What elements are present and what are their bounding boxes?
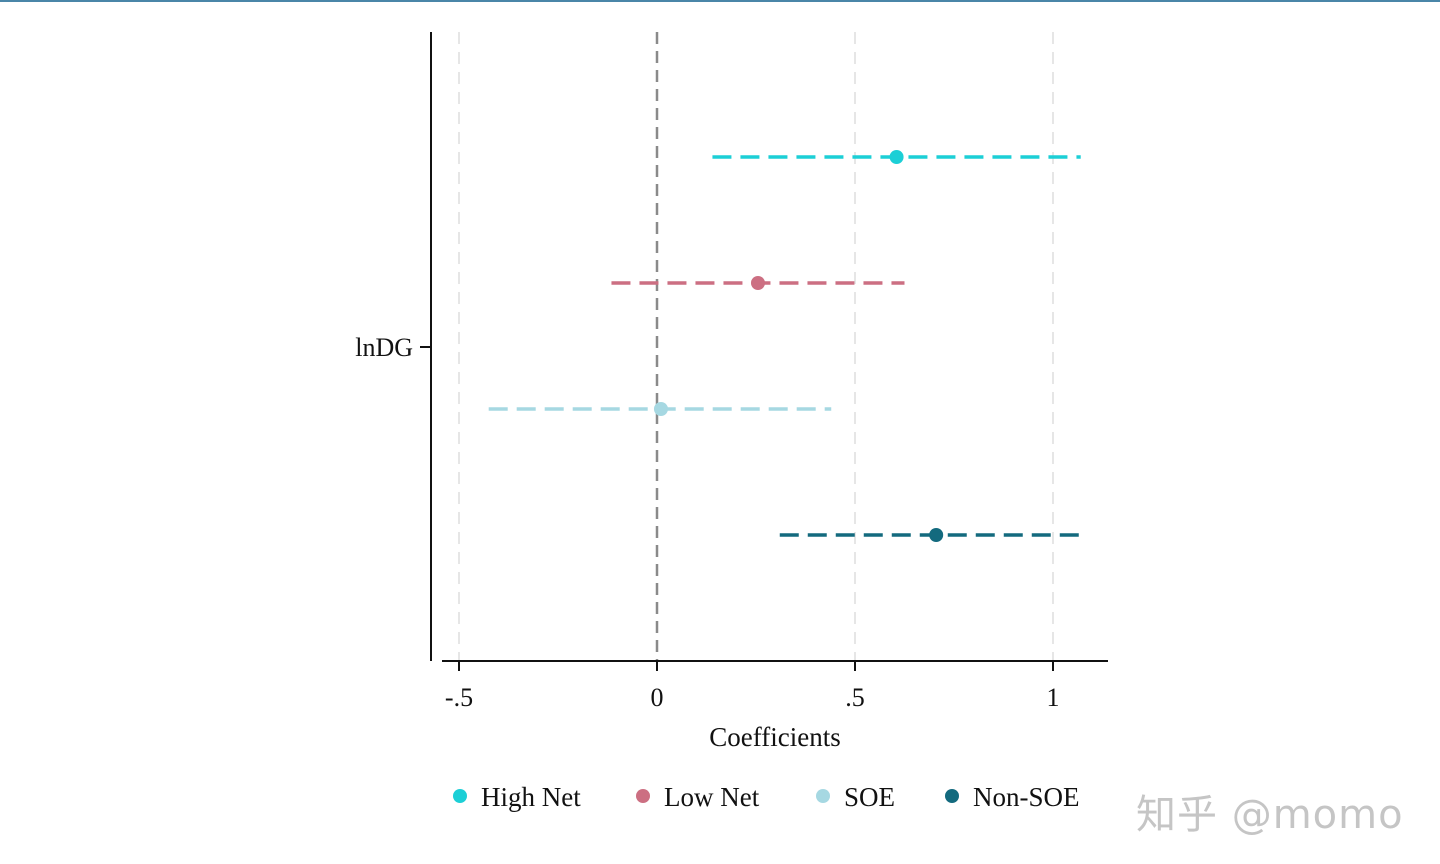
x-tick-label-0: -.5 xyxy=(445,683,473,712)
top-border-line xyxy=(0,0,1440,2)
legend-label-soe: SOE xyxy=(844,782,895,812)
point-estimate-soe xyxy=(653,402,668,416)
grid-layer xyxy=(458,32,1054,661)
x-tick-label-2: .5 xyxy=(845,683,865,712)
point-estimate-non-soe xyxy=(929,528,944,542)
point-estimate-low-net xyxy=(750,276,765,290)
x-tick-label-1: 0 xyxy=(651,683,664,712)
axes-layer: lnDG Coefficients xyxy=(355,32,1108,752)
x-tick-label-3: 1 xyxy=(1047,683,1060,712)
point-estimate-high-net xyxy=(889,150,904,164)
legend-marker-low-net xyxy=(636,789,650,803)
legend-label-high-net: High Net xyxy=(481,782,581,812)
series-layer xyxy=(488,150,1083,542)
x-axis-title: Coefficients xyxy=(709,722,840,752)
legend-marker-soe xyxy=(816,789,830,803)
legend-marker-high-net xyxy=(453,789,467,803)
legend-marker-non-soe xyxy=(945,789,959,803)
legend-label-non-soe: Non-SOE xyxy=(973,782,1080,812)
x-ticks-layer: -.5 0 .5 1 xyxy=(445,661,1060,712)
legend-label-low-net: Low Net xyxy=(664,782,760,812)
watermark-text: 知乎 @momo xyxy=(1136,792,1404,838)
y-tick-label-lndg: lnDG xyxy=(355,333,413,362)
legend: High Net Low Net SOE Non-SOE xyxy=(453,782,1080,812)
